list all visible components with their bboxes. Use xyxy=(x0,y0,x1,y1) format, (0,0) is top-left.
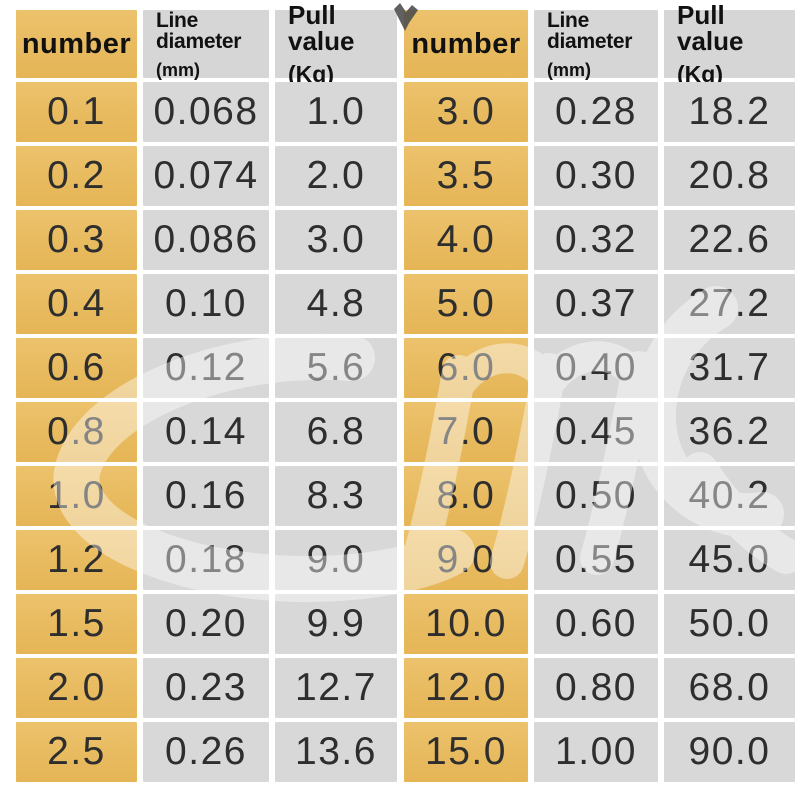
number-cell: 3.0 xyxy=(404,82,528,142)
pull-cell: 18.2 xyxy=(664,82,795,142)
number-cell: 9.0 xyxy=(404,530,528,590)
pull-cell: 5.6 xyxy=(275,338,397,398)
number-cell: 10.0 xyxy=(404,594,528,654)
number-cell: 0.2 xyxy=(16,146,137,206)
number-cell: 0.4 xyxy=(16,274,137,334)
pull-value-unit: (Kg) xyxy=(677,61,723,87)
number-cell: 0.1 xyxy=(16,82,137,142)
column-header-number-label: number xyxy=(21,27,132,60)
diameter-cell: 0.20 xyxy=(143,594,269,654)
pull-value-unit: (Kg) xyxy=(288,61,334,87)
number-cell: 4.0 xyxy=(404,210,528,270)
pull-cell: 9.9 xyxy=(275,594,397,654)
diameter-cell: 0.30 xyxy=(534,146,658,206)
diameter-cell: 0.50 xyxy=(534,466,658,526)
pull-value-label: Pull value xyxy=(288,0,355,56)
diameter-cell: 0.60 xyxy=(534,594,658,654)
number-cell: 5.0 xyxy=(404,274,528,334)
number-cell: 2.0 xyxy=(16,658,137,718)
number-cell: 7.0 xyxy=(404,402,528,462)
pull-cell: 8.3 xyxy=(275,466,397,526)
number-cell: 3.5 xyxy=(404,146,528,206)
pull-cell: 68.0 xyxy=(664,658,795,718)
number-cell: 1.5 xyxy=(16,594,137,654)
number-cell: 2.5 xyxy=(16,722,137,782)
spec-table-right: number Line diameter (mm) Pull value (Kg… xyxy=(404,2,795,782)
spec-tables-container: number Line diameter (mm) Pull value (Kg… xyxy=(16,2,795,782)
column-header-number-label: number xyxy=(411,27,521,60)
diameter-cell: 1.00 xyxy=(534,722,658,782)
pull-cell: 45.0 xyxy=(664,530,795,590)
column-header-pull-value: Pull value (Kg) xyxy=(664,2,795,86)
pull-cell: 90.0 xyxy=(664,722,795,782)
number-cell: 0.8 xyxy=(16,402,137,462)
pull-cell: 22.6 xyxy=(664,210,795,270)
diameter-cell: 0.26 xyxy=(143,722,269,782)
diameter-cell: 0.10 xyxy=(143,274,269,334)
diameter-cell: 0.40 xyxy=(534,338,658,398)
pull-cell: 20.8 xyxy=(664,146,795,206)
diameter-cell: 0.086 xyxy=(143,210,269,270)
number-cell: 0.6 xyxy=(16,338,137,398)
pull-cell: 12.7 xyxy=(275,658,397,718)
pull-cell: 2.0 xyxy=(275,146,397,206)
diameter-cell: 0.80 xyxy=(534,658,658,718)
number-cell: 12.0 xyxy=(404,658,528,718)
diameter-cell: 0.45 xyxy=(534,402,658,462)
pull-cell: 9.0 xyxy=(275,530,397,590)
column-header-line-diameter: Line diameter (mm) xyxy=(534,8,658,80)
diameter-cell: 0.28 xyxy=(534,82,658,142)
column-header-pull-value: Pull value (Kg) xyxy=(275,2,397,86)
diameter-cell: 0.32 xyxy=(534,210,658,270)
pull-cell: 6.8 xyxy=(275,402,397,462)
diameter-cell: 0.18 xyxy=(143,530,269,590)
pull-cell: 13.6 xyxy=(275,722,397,782)
pull-value-label: Pull value xyxy=(677,0,744,56)
diameter-cell: 0.074 xyxy=(143,146,269,206)
number-cell: 6.0 xyxy=(404,338,528,398)
line-diameter-label: Line diameter xyxy=(156,8,242,53)
column-header-line-diameter: Line diameter (mm) xyxy=(143,8,269,80)
diameter-cell: 0.55 xyxy=(534,530,658,590)
number-cell: 15.0 xyxy=(404,722,528,782)
line-diameter-unit: (mm) xyxy=(547,59,591,80)
pull-cell: 50.0 xyxy=(664,594,795,654)
diameter-cell: 0.16 xyxy=(143,466,269,526)
number-cell: 8.0 xyxy=(404,466,528,526)
pull-cell: 4.8 xyxy=(275,274,397,334)
spec-table-left: number Line diameter (mm) Pull value (Kg… xyxy=(16,2,397,782)
column-header-number: number xyxy=(404,10,528,78)
pull-cell: 31.7 xyxy=(664,338,795,398)
number-cell: 1.0 xyxy=(16,466,137,526)
pull-cell: 27.2 xyxy=(664,274,795,334)
diameter-cell: 0.068 xyxy=(143,82,269,142)
line-diameter-label: Line diameter xyxy=(547,8,633,53)
pull-cell: 40.2 xyxy=(664,466,795,526)
number-cell: 1.2 xyxy=(16,530,137,590)
diameter-cell: 0.37 xyxy=(534,274,658,334)
diameter-cell: 0.23 xyxy=(143,658,269,718)
line-diameter-unit: (mm) xyxy=(156,59,200,80)
number-cell: 0.3 xyxy=(16,210,137,270)
column-header-number: number xyxy=(16,10,137,78)
pull-cell: 3.0 xyxy=(275,210,397,270)
pull-cell: 1.0 xyxy=(275,82,397,142)
diameter-cell: 0.14 xyxy=(143,402,269,462)
diameter-cell: 0.12 xyxy=(143,338,269,398)
pull-cell: 36.2 xyxy=(664,402,795,462)
